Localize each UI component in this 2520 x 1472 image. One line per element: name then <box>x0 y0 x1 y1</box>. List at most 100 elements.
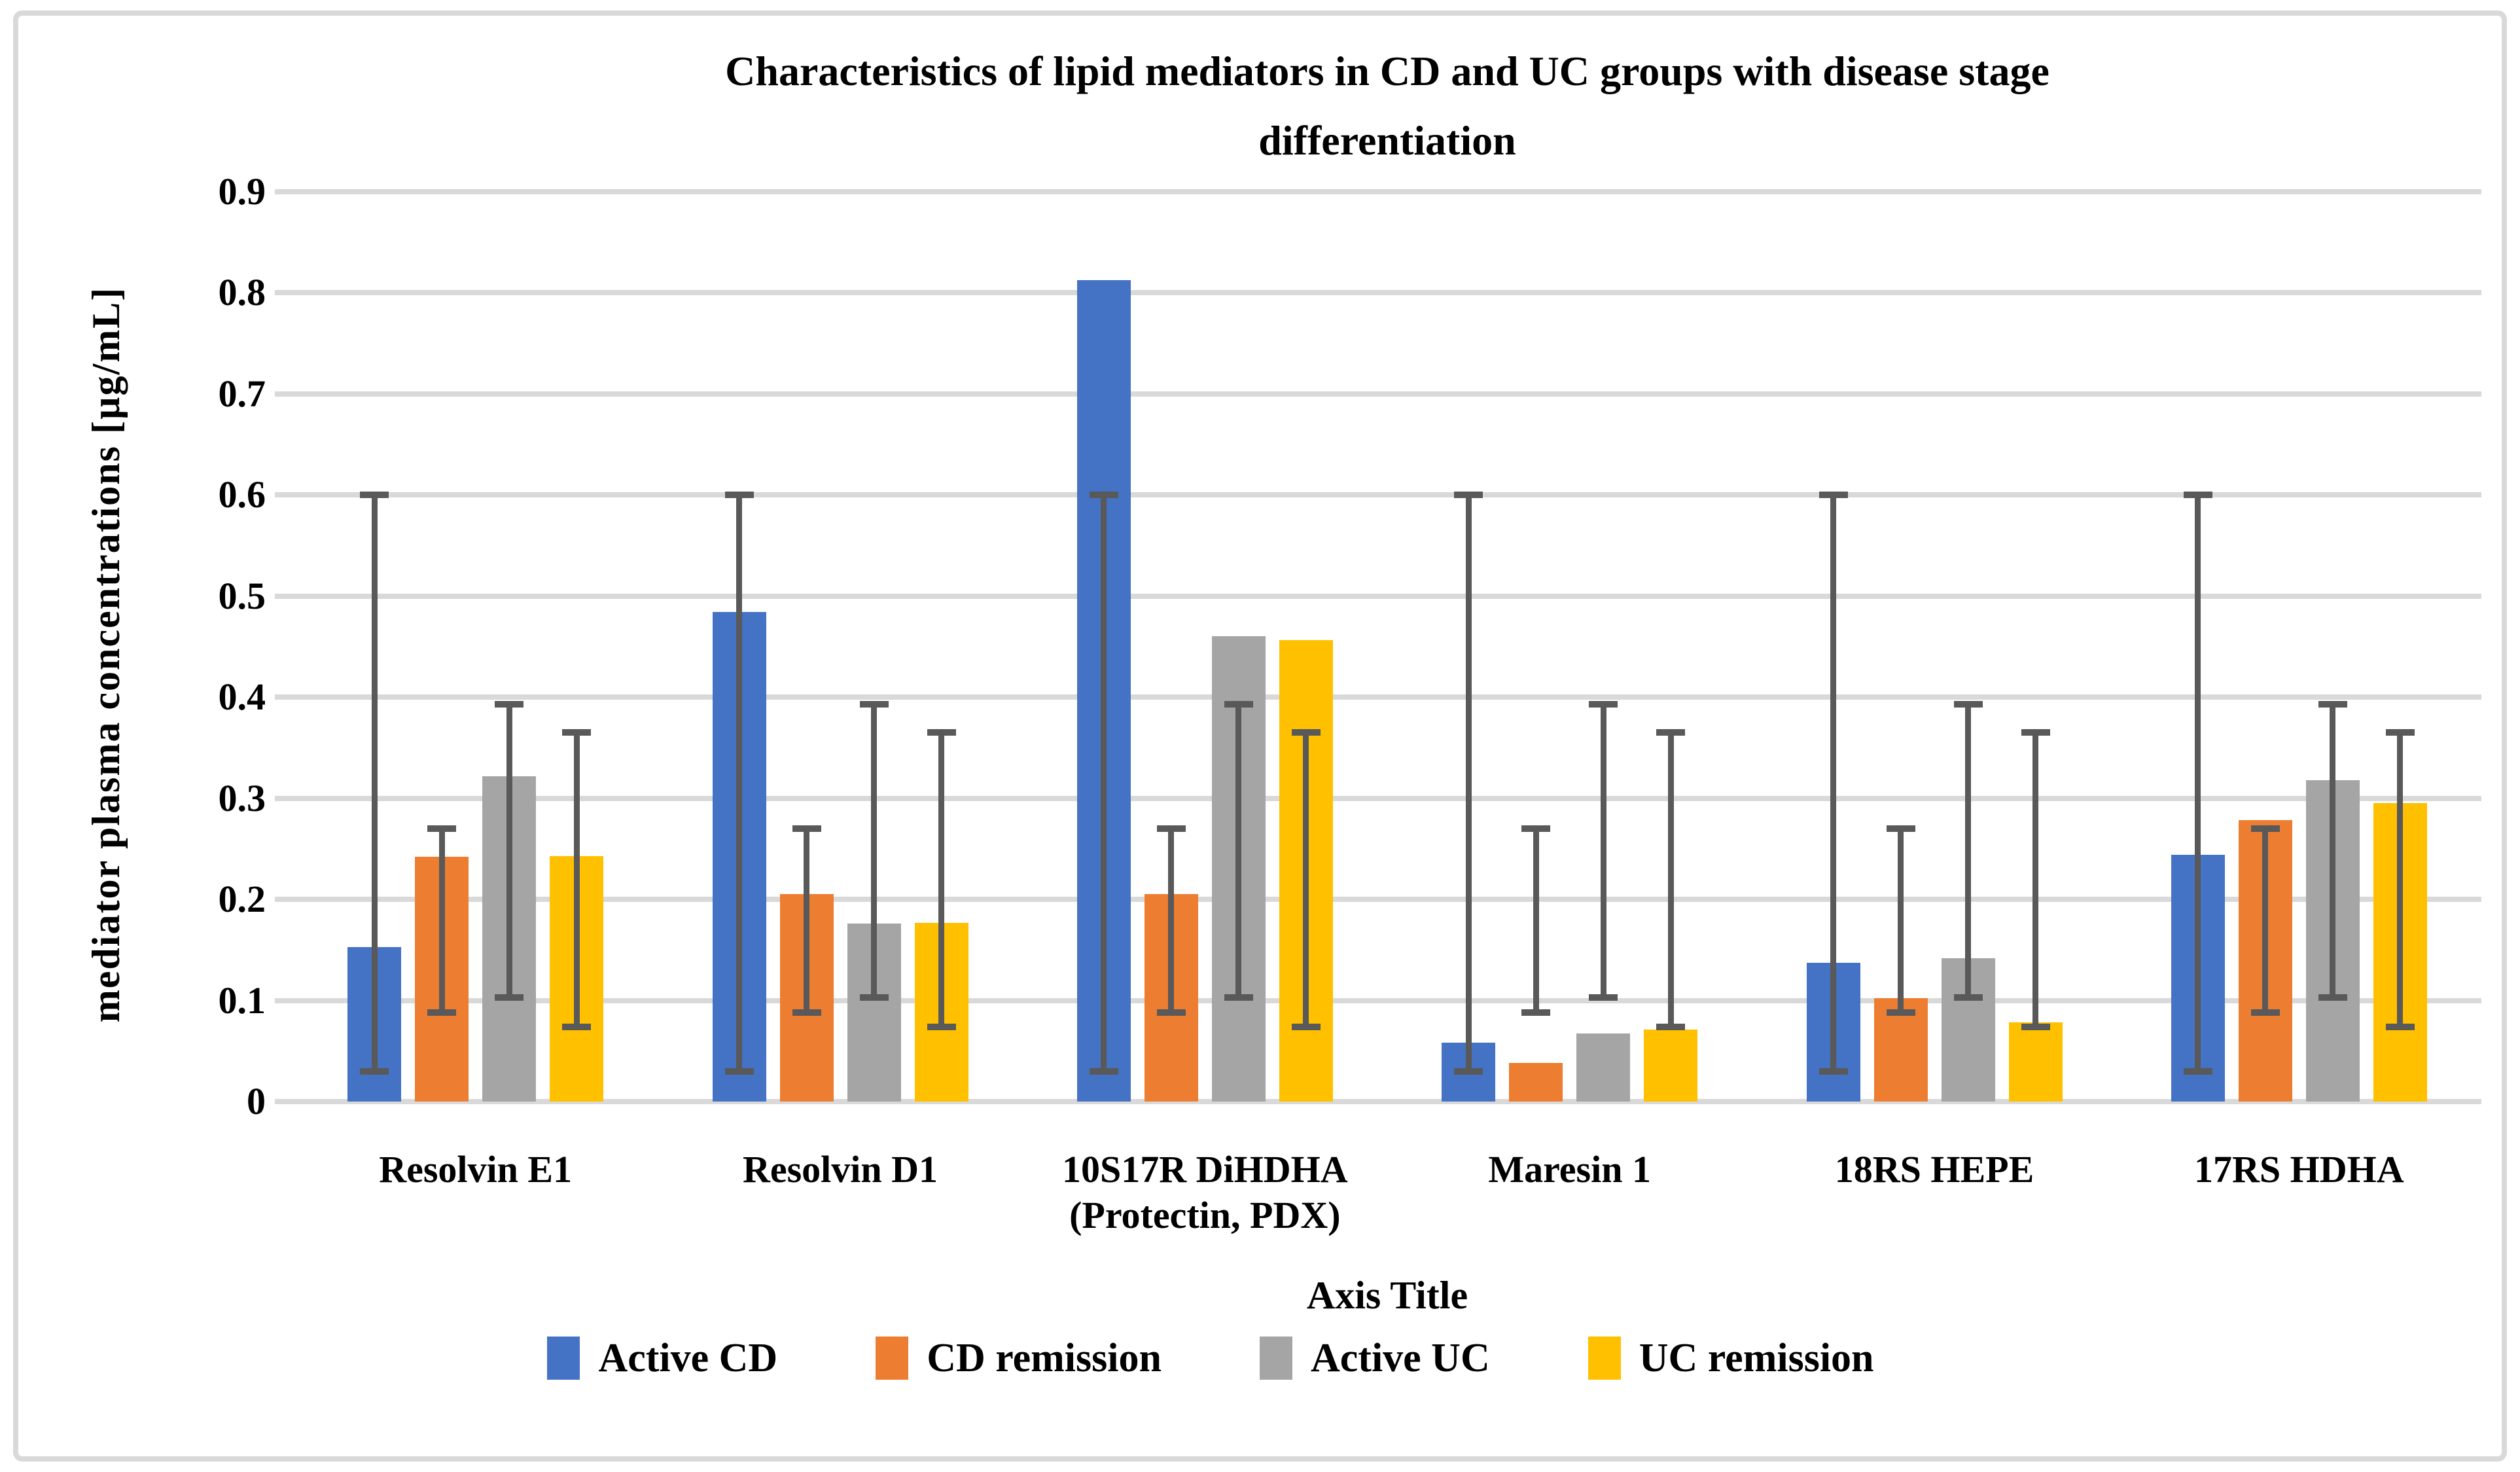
error-bar-cap-top <box>1819 492 1848 498</box>
category-label-line: 17RS HDHA <box>2193 1148 2404 1191</box>
legend-label: Active CD <box>598 1336 778 1380</box>
error-bar-cap-top <box>2250 825 2280 832</box>
bar-active-uc <box>1576 1033 1631 1102</box>
gridline <box>293 1099 2481 1104</box>
y-axis-tick <box>275 694 294 700</box>
error-bar-line-cd-remission <box>1533 828 1539 1013</box>
error-bar-cap-top <box>927 729 956 736</box>
legend-swatch-uc-remission <box>1588 1337 1621 1380</box>
chart-title-line-1: Characteristics of lipid mediators in CD… <box>725 48 2050 94</box>
gridline <box>293 188 2481 194</box>
error-bar-cap-top <box>2021 729 2050 736</box>
y-axis-tick <box>275 391 294 397</box>
y-axis-tick <box>275 290 294 295</box>
error-bar-line-cd-remission <box>804 828 809 1013</box>
legend-swatch-cd-remission <box>876 1337 909 1380</box>
gridline <box>293 997 2481 1003</box>
error-bar-line-active-cd <box>2195 495 2201 1071</box>
error-bar-cap-bottom <box>1886 1009 1915 1016</box>
error-bar-cap-top <box>1886 825 1915 832</box>
error-bar-cap-top <box>2183 492 2212 498</box>
x-axis-title: Axis Title <box>1306 1274 1468 1317</box>
category-label-line: Resolvin E1 <box>379 1148 573 1191</box>
y-tick-label: 0.9 <box>218 170 266 213</box>
error-bar-line-active-cd <box>1465 495 1472 1071</box>
error-bar-cap-bottom <box>2385 1023 2415 1030</box>
legend-swatch-active-uc <box>1260 1337 1292 1380</box>
figure-border <box>13 10 2507 1462</box>
error-bar-line-active-cd <box>371 495 378 1071</box>
error-bar-cap-top <box>2385 729 2415 736</box>
category-label-10s17r-dihdha-protectin-pdx: 10S17R DiHDHA (Protectin, PDX) <box>1023 1147 1387 1238</box>
legend-item-cd-remission: CD remission <box>876 1335 1162 1381</box>
y-tick-label: 0.7 <box>218 372 266 415</box>
bar-cd-remission <box>1509 1063 1563 1102</box>
error-bar-cap-top <box>427 825 457 832</box>
error-bar-cap-top <box>1224 700 1253 708</box>
error-bar-cap-top <box>1521 825 1551 832</box>
category-label-18rs-hepe: 18RS HEPE <box>1752 1147 2116 1193</box>
category-label-line: Resolvin D1 <box>742 1148 938 1191</box>
category-label-resolvin-d1: Resolvin D1 <box>658 1147 1022 1193</box>
error-bar-line-uc-remission <box>1303 732 1309 1027</box>
error-bar-line-active-uc <box>871 704 877 997</box>
chart-title: Characteristics of lipid mediators in CD… <box>293 37 2481 175</box>
error-bar-cap-top <box>1656 729 1686 736</box>
error-bar-line-active-cd <box>1830 495 1836 1071</box>
legend-item-uc-remission: UC remission <box>1588 1335 1874 1381</box>
error-bar-cap-bottom <box>724 1068 754 1075</box>
error-bar-cap-bottom <box>2318 994 2347 1001</box>
legend-item-active-cd: Active CD <box>547 1335 777 1381</box>
error-bar-cap-bottom <box>495 994 524 1001</box>
y-tick-label: 0.4 <box>218 675 266 718</box>
error-bar-line-active-uc <box>1965 704 1971 997</box>
gridline <box>293 795 2481 801</box>
error-bar-cap-top <box>792 825 821 832</box>
error-bar-cap-bottom <box>2021 1023 2050 1030</box>
category-label-maresin-1: Maresin 1 <box>1387 1147 1752 1193</box>
error-bar-line-uc-remission <box>573 732 580 1027</box>
error-bar-line-active-uc <box>506 704 512 997</box>
y-axis-tick <box>275 997 294 1003</box>
legend: Active CD CD remission Active UC UC remissi… <box>0 1335 2421 1381</box>
error-bar-line-cd-remission <box>2262 828 2269 1013</box>
y-axis-tick <box>275 492 294 497</box>
error-bar-cap-bottom <box>1089 1068 1118 1075</box>
legend-label: UC remission <box>1639 1336 1874 1380</box>
error-bar-cap-bottom <box>1819 1068 1848 1075</box>
y-axis-tick <box>275 188 294 194</box>
error-bar-cap-top <box>724 492 754 498</box>
gridline <box>293 897 2481 902</box>
bar-uc-remission <box>2008 1022 2063 1102</box>
error-bar-cap-bottom <box>1224 994 1253 1001</box>
error-bar-cap-bottom <box>1291 1023 1321 1030</box>
error-bar-cap-top <box>1589 700 1618 708</box>
error-bar-line-uc-remission <box>2032 732 2038 1027</box>
error-bar-line-cd-remission <box>438 828 445 1013</box>
y-tick-label: 0.3 <box>218 776 266 819</box>
category-label-line: 18RS HEPE <box>1834 1148 2034 1191</box>
category-label-line: Maresin 1 <box>1488 1148 1651 1191</box>
legend-label: CD remission <box>927 1336 1162 1380</box>
error-bar-cap-bottom <box>792 1009 821 1016</box>
error-bar-cap-top <box>495 700 524 708</box>
error-bar-cap-top <box>2318 700 2347 708</box>
y-tick-label: 0 <box>247 1080 266 1122</box>
category-label-line: (Protectin, PDX) <box>1069 1194 1341 1236</box>
error-bar-line-uc-remission <box>938 732 944 1027</box>
y-axis-tick <box>275 1099 294 1104</box>
error-bar-cap-bottom <box>927 1023 956 1030</box>
error-bar-cap-bottom <box>2183 1068 2212 1075</box>
error-bar-line-active-uc <box>2330 704 2336 997</box>
error-bar-line-active-uc <box>1235 704 1242 997</box>
error-bar-cap-top <box>1454 492 1483 498</box>
error-bar-cap-bottom <box>2250 1009 2280 1016</box>
error-bar-cap-top <box>360 492 389 498</box>
error-bar-cap-bottom <box>1656 1023 1686 1030</box>
error-bar-line-active-cd <box>1101 495 1107 1071</box>
y-axis-tick <box>275 897 294 902</box>
error-bar-cap-bottom <box>1521 1009 1551 1016</box>
chart-title-line-2: differentiation <box>1258 117 1516 164</box>
error-bar-cap-bottom <box>1454 1068 1483 1075</box>
